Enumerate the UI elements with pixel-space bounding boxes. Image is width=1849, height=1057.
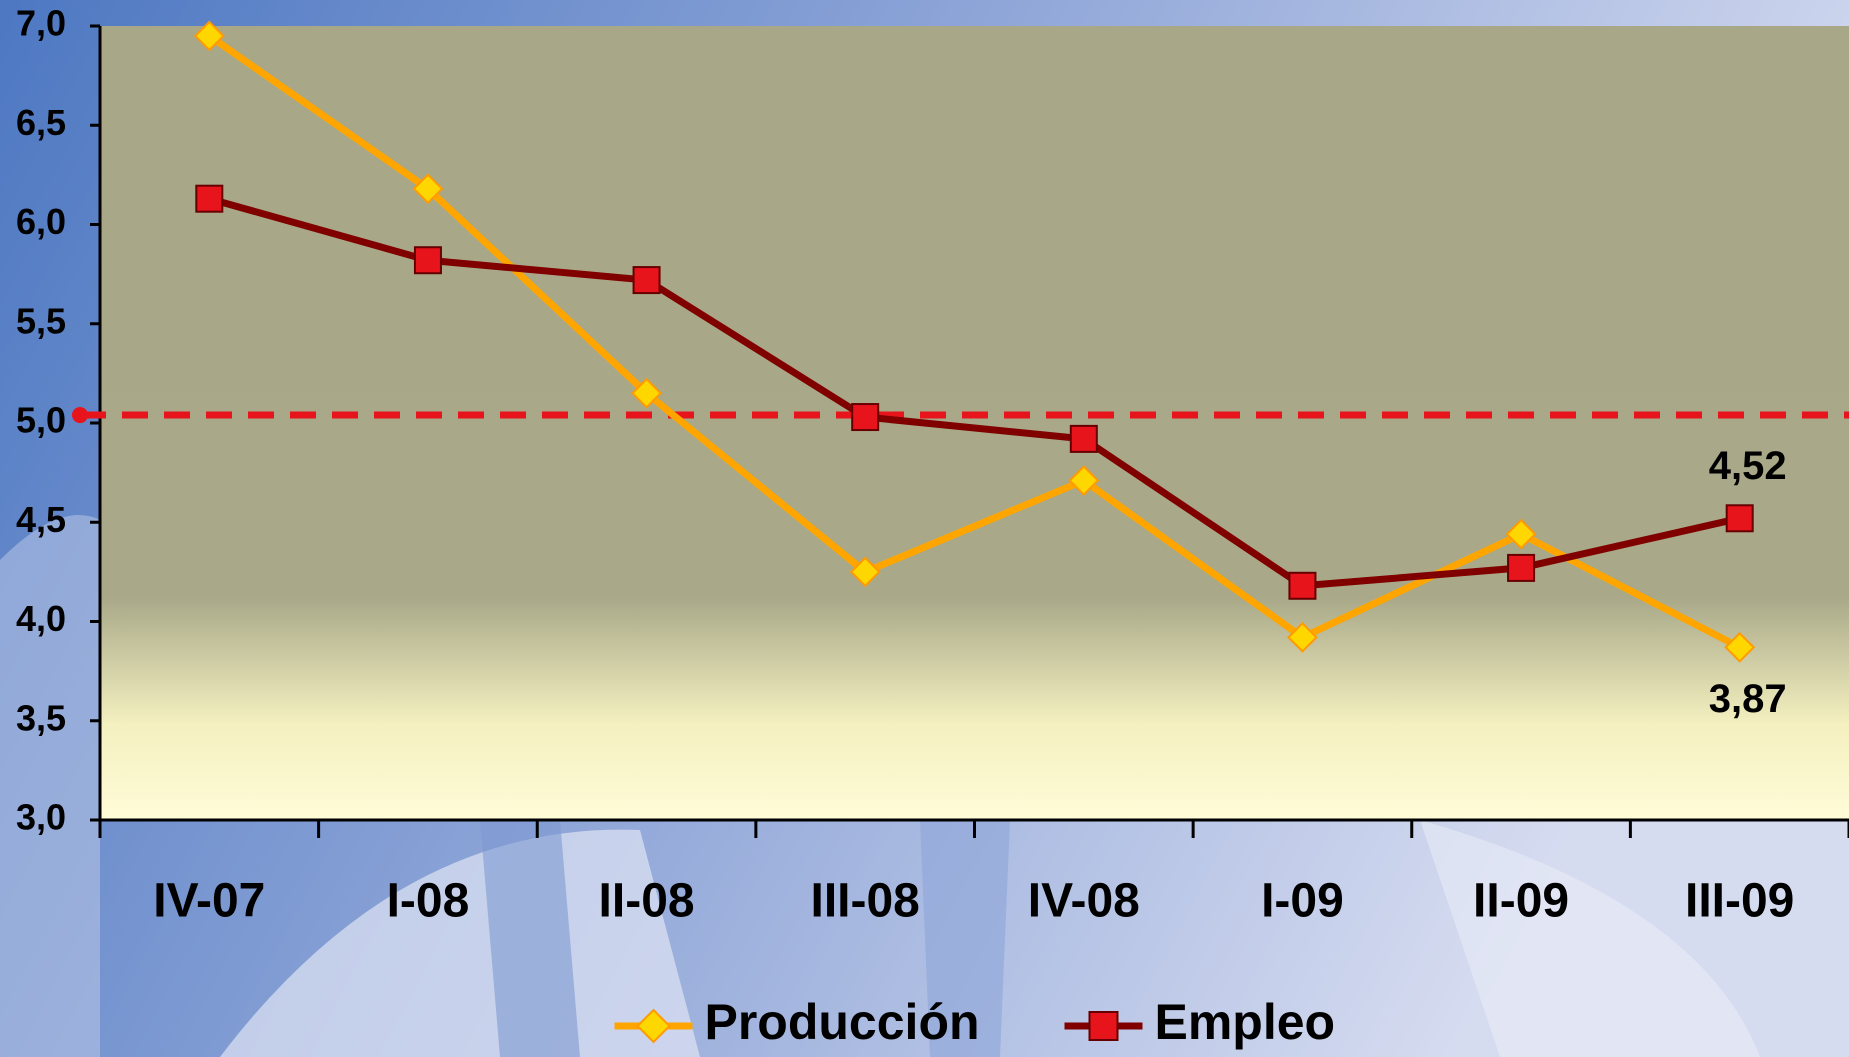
y-tick-label: 7,0 (16, 3, 66, 44)
data-point (1725, 504, 1754, 533)
legend-label: Empleo (1155, 994, 1336, 1050)
y-tick-label: 4,0 (16, 598, 66, 639)
data-point (1068, 465, 1100, 496)
x-tick-label: II-09 (1473, 875, 1569, 928)
x-tick-label: I-09 (1261, 875, 1344, 928)
data-point (631, 377, 662, 409)
legend-marker (636, 1008, 671, 1044)
x-tick-label: I-08 (387, 875, 470, 928)
x-tick-label: II-08 (599, 875, 695, 928)
series-line (208, 195, 1741, 590)
background-shape (1420, 820, 1760, 1057)
series-line (207, 33, 1742, 651)
y-tick-label: 5,5 (16, 300, 66, 341)
x-tick-label: III-08 (810, 875, 919, 928)
data-point (1287, 621, 1318, 653)
legend-label: Producción (705, 994, 980, 1050)
y-tick-label: 6,0 (16, 201, 66, 242)
y-tick-label: 3,5 (16, 697, 66, 738)
y-tick-label: 5,0 (16, 400, 66, 441)
data-point (1507, 553, 1536, 582)
legend-marker (1088, 1011, 1119, 1041)
background-shape (220, 829, 700, 1057)
data-point (193, 20, 225, 52)
data-point (195, 184, 224, 213)
data-point (413, 246, 442, 275)
data-point (1288, 571, 1317, 600)
background-shape (0, 515, 100, 1057)
y-tick-label: 3,0 (16, 797, 66, 838)
data-point (412, 173, 444, 205)
data-point (1724, 631, 1756, 663)
data-point (1069, 424, 1098, 453)
background-shape (480, 820, 580, 1057)
data-point (1505, 518, 1537, 550)
background-shape (920, 820, 1010, 1057)
data-point (849, 556, 881, 588)
reference-dot (72, 407, 88, 424)
x-tick-label: IV-08 (1028, 875, 1140, 928)
plot-area (100, 26, 1849, 820)
data-label: 4,52 (1709, 444, 1787, 488)
data-label: 3,87 (1709, 677, 1787, 721)
y-tick-label: 6,5 (16, 102, 66, 143)
data-point (851, 403, 880, 432)
x-tick-label: IV-07 (153, 875, 265, 928)
data-point (632, 266, 661, 295)
y-tick-label: 4,5 (16, 499, 66, 540)
x-tick-label: III-09 (1685, 875, 1794, 928)
